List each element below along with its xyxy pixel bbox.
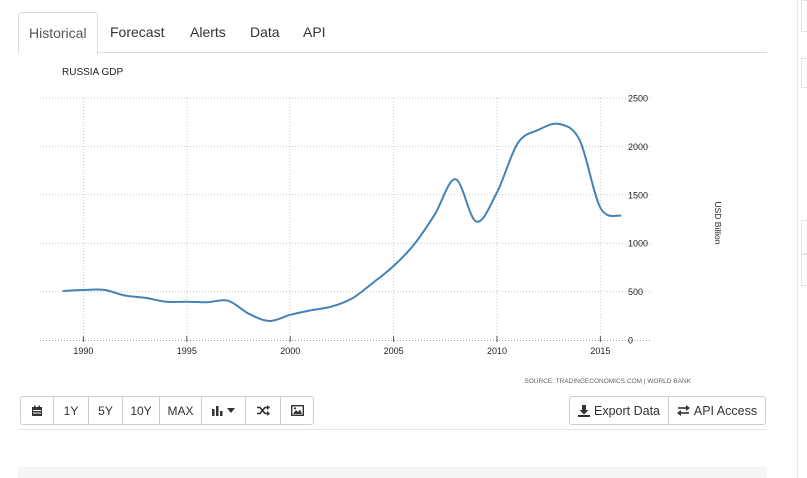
api-access-label: API Access — [693, 403, 758, 418]
tab-api[interactable]: API — [303, 24, 326, 40]
data-point — [350, 296, 354, 300]
exchange-icon — [676, 405, 690, 416]
data-point — [536, 128, 540, 132]
data-point — [412, 242, 416, 246]
edge-box — [801, 0, 807, 32]
data-point — [144, 296, 148, 300]
api-access-button[interactable]: API Access — [668, 396, 766, 425]
tab-data[interactable]: Data — [250, 24, 280, 40]
edge-divider — [797, 0, 798, 478]
x-tick-label: 1995 — [177, 346, 197, 356]
edge-box — [801, 254, 807, 286]
y-tick-label: 2000 — [628, 142, 648, 152]
download-icon — [577, 404, 590, 417]
data-point — [371, 281, 375, 285]
chart: RUSSIA GDP 1990 1995 2000 2005 2010 2015 0 500… — [40, 67, 723, 385]
edge-box — [801, 220, 807, 254]
x-tick-label: 2010 — [487, 346, 507, 356]
data-point — [598, 206, 602, 210]
calendar-button[interactable] — [20, 396, 54, 425]
data-point — [309, 308, 313, 312]
tab-bar: Historical Forecast Alerts Data API — [18, 12, 767, 54]
calendar-icon — [32, 405, 42, 416]
data-point — [495, 190, 499, 194]
y-tick-label: 1500 — [628, 190, 648, 200]
export-data-button[interactable]: Export Data — [569, 396, 669, 425]
chart-toolbar: 1Y 5Y 10Y MAX — [20, 396, 314, 425]
data-point — [61, 289, 65, 293]
caret-down-icon — [227, 408, 235, 413]
range-10y-button[interactable]: 10Y — [122, 396, 160, 425]
tab-alerts[interactable]: Alerts — [190, 24, 226, 40]
x-tick-label: 2000 — [280, 346, 300, 356]
y-tick-label: 0 — [628, 336, 633, 346]
data-point — [185, 300, 189, 304]
x-tick-label: 2005 — [384, 346, 404, 356]
data-point — [578, 138, 582, 142]
series-line — [62, 122, 622, 323]
bar-chart-icon — [212, 406, 223, 416]
data-point — [288, 313, 292, 317]
side-panel-edge — [797, 0, 807, 478]
y-axis: 0 500 1000 1500 2000 2500 — [628, 94, 648, 346]
data-point — [330, 305, 334, 309]
data-point — [474, 220, 478, 224]
edge-box — [801, 58, 807, 88]
y-tick-label: 1000 — [628, 239, 648, 249]
data-point — [516, 141, 520, 145]
data-toolbar: Export Data API Access — [569, 396, 766, 425]
x-tick-label: 1990 — [73, 346, 93, 356]
chart-source: SOURCE: TRADINGECONOMICS.COM | WORLD BAN… — [524, 378, 691, 385]
y-tick-label: 500 — [628, 287, 643, 297]
data-points — [61, 122, 623, 323]
chart-type-button[interactable] — [201, 396, 246, 425]
export-data-label: Export Data — [593, 403, 660, 418]
image-button[interactable] — [280, 396, 314, 425]
footer-strip — [18, 467, 767, 478]
data-point — [123, 294, 127, 298]
data-point — [102, 288, 106, 292]
data-point — [226, 299, 230, 303]
tab-forecast[interactable]: Forecast — [110, 24, 165, 40]
y-axis-label: USD Billion — [713, 202, 723, 245]
image-icon — [290, 405, 304, 416]
chart-panel: RUSSIA GDP 1990 1995 2000 2005 2010 2015 0 500… — [18, 53, 767, 430]
data-point — [454, 177, 458, 181]
range-1y-button[interactable]: 1Y — [53, 396, 89, 425]
data-point — [206, 300, 210, 304]
grid — [40, 97, 650, 341]
compare-button[interactable] — [245, 396, 281, 425]
chart-title: RUSSIA GDP — [62, 67, 123, 78]
data-point — [247, 312, 251, 316]
data-point — [81, 288, 85, 292]
data-point — [392, 264, 396, 268]
x-tick-label: 2015 — [590, 346, 610, 356]
shuffle-icon — [256, 405, 270, 416]
y-tick-label: 2500 — [628, 94, 648, 104]
data-point — [164, 300, 168, 304]
range-max-button[interactable]: MAX — [159, 396, 202, 425]
data-point — [557, 122, 561, 126]
range-5y-button[interactable]: 5Y — [88, 396, 123, 425]
data-point — [433, 212, 437, 216]
data-point — [268, 319, 272, 323]
x-axis: 1990 1995 2000 2005 2010 2015 — [73, 336, 610, 356]
data-point — [619, 214, 623, 218]
tab-historical[interactable]: Historical — [18, 12, 98, 54]
